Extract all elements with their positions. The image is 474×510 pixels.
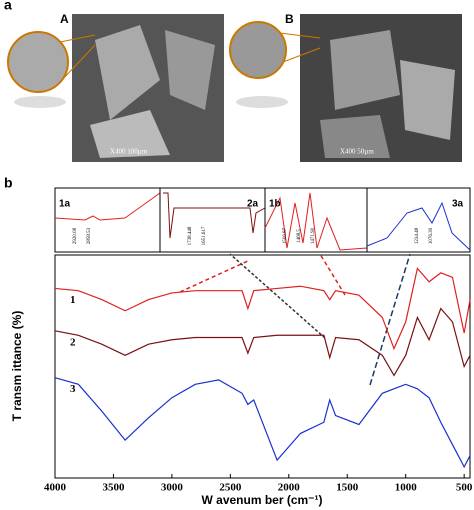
peak-label: 1234.48 [415,227,420,244]
arrow [369,253,411,386]
image-caption: X400 100µm [110,148,148,156]
insets: 1a 2920.08 2858.53 2a 1738.448 1651.617 1b 1506… [54,187,471,253]
peak-label: 2920.08 [73,227,78,244]
inset-label: 3a [452,199,464,210]
spectrum-line [54,307,471,377]
peak-label: 1471.90 [311,227,316,244]
inset-label: 1a [59,199,71,210]
crystal [165,30,215,110]
series-label: 3 [70,383,76,395]
x-tick-label: 3500 [102,482,125,494]
spectrum-line [54,267,471,351]
zoom-line [282,47,321,63]
peak-label: 1076.39 [429,227,434,244]
x-tick-label: 1000 [395,482,418,494]
peak-label: 1738.448 [188,226,193,245]
crystal [330,30,400,110]
spectrum-line [54,377,471,469]
crystal [400,60,455,140]
x-tick-label: 3000 [161,482,184,494]
inset-curve [366,201,471,251]
x-axis-label: W avenum ber (cm⁻¹) [201,493,322,507]
shadow [14,96,66,108]
inset-frame [159,187,266,253]
panel-label: b [4,175,13,191]
x-tick-label: 500 [456,482,473,494]
panel-label: a [4,0,12,13]
arrow [179,259,251,293]
plot-frame [54,254,471,479]
shadow [236,96,288,108]
image-label: B [285,12,294,26]
inset-label: 1b [269,199,281,210]
y-axis-label: T ransm ittance (%) [10,311,24,422]
crystal [95,25,160,120]
panel-a: a A X400 100µm B X400 50µm [4,0,462,162]
image-caption: X400 50µm [340,148,374,156]
crystal [90,110,170,158]
zoom-circle [229,21,287,79]
zoom-line [279,32,321,39]
x-tick-label: 4000 [44,482,67,494]
x-tick-label: 2500 [219,482,242,494]
peak-label: 1468.5 [297,229,302,243]
inset-curve [264,192,368,251]
series-label: 2 [70,336,76,348]
arrow [319,253,346,296]
peak-label: 2858.53 [87,227,92,244]
zoom-line [59,34,96,43]
series-label: 1 [70,294,76,306]
x-tick-label: 1500 [336,482,359,494]
inset-label: 2a [247,199,259,210]
peak-label: 1506.87 [283,227,288,244]
x-tick-label: 2000 [278,482,301,494]
arrow [229,253,326,339]
image-label: A [60,12,69,26]
zoom-circle [7,31,69,93]
inset-frame [366,187,471,253]
crystal [320,115,390,158]
inset-curve [54,192,161,221]
inset-curve [163,192,266,239]
inset-frame [54,187,161,253]
zoom-line [61,44,96,81]
peak-label: 1651.617 [202,226,207,245]
